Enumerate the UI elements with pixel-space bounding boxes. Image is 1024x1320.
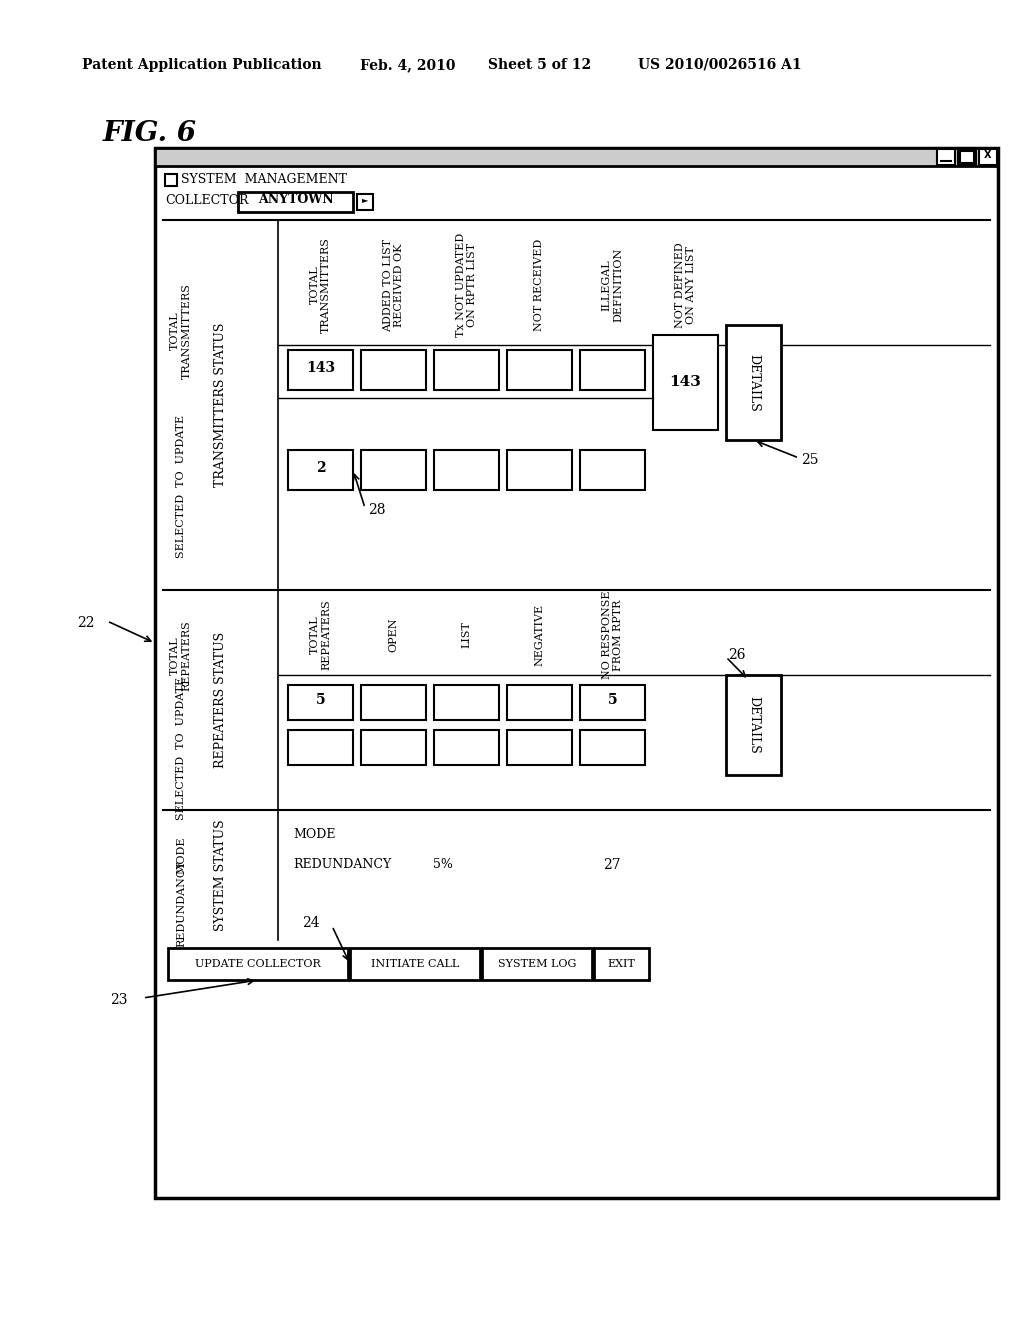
Text: NEGATIVE: NEGATIVE — [535, 605, 545, 667]
Bar — [168, 948, 348, 979]
Text: US 2010/0026516 A1: US 2010/0026516 A1 — [638, 58, 802, 73]
Bar — [507, 730, 572, 766]
Text: REDUNDANCY: REDUNDANCY — [293, 858, 391, 871]
Text: Tx NOT UPDATED
ON RPTR LIST: Tx NOT UPDATED ON RPTR LIST — [456, 232, 477, 337]
Text: Patent Application Publication: Patent Application Publication — [82, 58, 322, 73]
Bar — [726, 675, 781, 775]
Text: DETAILS: DETAILS — [746, 354, 760, 412]
Text: 25: 25 — [801, 453, 818, 467]
Bar — [434, 730, 499, 766]
Text: 23: 23 — [111, 993, 128, 1007]
Bar — [434, 685, 499, 719]
Text: NO RESPONSE
FROM RPTR: NO RESPONSE FROM RPTR — [602, 591, 624, 680]
Text: ILLEGAL
DEFINITION: ILLEGAL DEFINITION — [602, 248, 624, 322]
Bar — [288, 685, 353, 719]
Bar — [361, 350, 426, 389]
Text: TOTAL
TRANSMITTERS: TOTAL TRANSMITTERS — [170, 282, 191, 379]
Bar — [361, 450, 426, 490]
Bar — [165, 174, 177, 186]
Text: ADDED TO LIST
RECEIVED OK: ADDED TO LIST RECEIVED OK — [383, 239, 404, 331]
Bar — [961, 150, 974, 162]
Text: 5%: 5% — [433, 858, 453, 871]
Text: NOT RECEIVED: NOT RECEIVED — [535, 239, 545, 331]
Text: 2: 2 — [315, 461, 326, 475]
Text: 22: 22 — [78, 616, 95, 630]
Text: TOTAL
REPEATERS: TOTAL REPEATERS — [170, 620, 191, 692]
Bar — [361, 685, 426, 719]
Text: ►: ► — [361, 195, 369, 205]
Text: TOTAL
TRANSMITTERS: TOTAL TRANSMITTERS — [309, 238, 332, 333]
Bar — [155, 148, 998, 166]
Text: 143: 143 — [306, 360, 335, 375]
Text: OPEN: OPEN — [388, 618, 398, 652]
Bar — [580, 450, 645, 490]
Text: TOTAL
REPEATERS: TOTAL REPEATERS — [309, 599, 332, 671]
Text: REPEATERS STATUS: REPEATERS STATUS — [214, 632, 227, 768]
Bar — [507, 685, 572, 719]
Bar — [958, 149, 976, 165]
Bar — [238, 191, 353, 213]
Text: ANYTOWN: ANYTOWN — [258, 193, 334, 206]
Bar — [726, 325, 781, 440]
Bar — [580, 350, 645, 389]
Bar — [979, 149, 997, 165]
Text: SELECTED  TO  UPDATE: SELECTED TO UPDATE — [176, 414, 186, 558]
Text: INITIATE CALL: INITIATE CALL — [371, 960, 459, 969]
Text: REDUNDANCY: REDUNDANCY — [176, 861, 186, 946]
Text: 24: 24 — [302, 916, 319, 931]
Text: NOT DEFINED
ON ANY LIST: NOT DEFINED ON ANY LIST — [675, 242, 696, 327]
Bar — [434, 450, 499, 490]
Text: EXIT: EXIT — [607, 960, 636, 969]
Text: MODE: MODE — [176, 837, 186, 874]
Text: SYSTEM  MANAGEMENT: SYSTEM MANAGEMENT — [181, 173, 347, 186]
Text: COLLECTOR: COLLECTOR — [165, 194, 249, 207]
Text: UPDATE COLLECTOR: UPDATE COLLECTOR — [196, 960, 321, 969]
Text: LIST: LIST — [462, 622, 471, 648]
Bar — [482, 948, 592, 979]
Bar — [594, 948, 649, 979]
Text: DETAILS: DETAILS — [746, 696, 760, 754]
Bar — [350, 948, 480, 979]
Bar — [434, 350, 499, 389]
Text: SYSTEM LOG: SYSTEM LOG — [498, 960, 577, 969]
Text: Feb. 4, 2010: Feb. 4, 2010 — [360, 58, 456, 73]
Bar — [361, 730, 426, 766]
Bar — [288, 450, 353, 490]
Text: 27: 27 — [603, 858, 621, 873]
Bar — [155, 148, 998, 1199]
Bar — [937, 149, 955, 165]
Text: X: X — [984, 150, 992, 160]
Text: 5: 5 — [607, 693, 617, 708]
Text: Sheet 5 of 12: Sheet 5 of 12 — [488, 58, 591, 73]
Text: MODE: MODE — [293, 828, 336, 841]
Bar — [653, 335, 718, 430]
Bar — [288, 730, 353, 766]
Text: TRANSMITTERS STATUS: TRANSMITTERS STATUS — [214, 323, 227, 487]
Text: SELECTED  TO  UPDATE: SELECTED TO UPDATE — [176, 677, 186, 820]
Text: FIG. 6: FIG. 6 — [103, 120, 197, 147]
Text: 26: 26 — [728, 648, 745, 663]
Text: 143: 143 — [670, 375, 701, 389]
Text: 5: 5 — [315, 693, 326, 708]
Bar — [580, 685, 645, 719]
Bar — [507, 450, 572, 490]
Bar — [357, 194, 373, 210]
Bar — [507, 350, 572, 389]
Text: 28: 28 — [368, 503, 385, 517]
Bar — [580, 730, 645, 766]
Text: SYSTEM STATUS: SYSTEM STATUS — [214, 820, 227, 931]
Bar — [288, 350, 353, 389]
